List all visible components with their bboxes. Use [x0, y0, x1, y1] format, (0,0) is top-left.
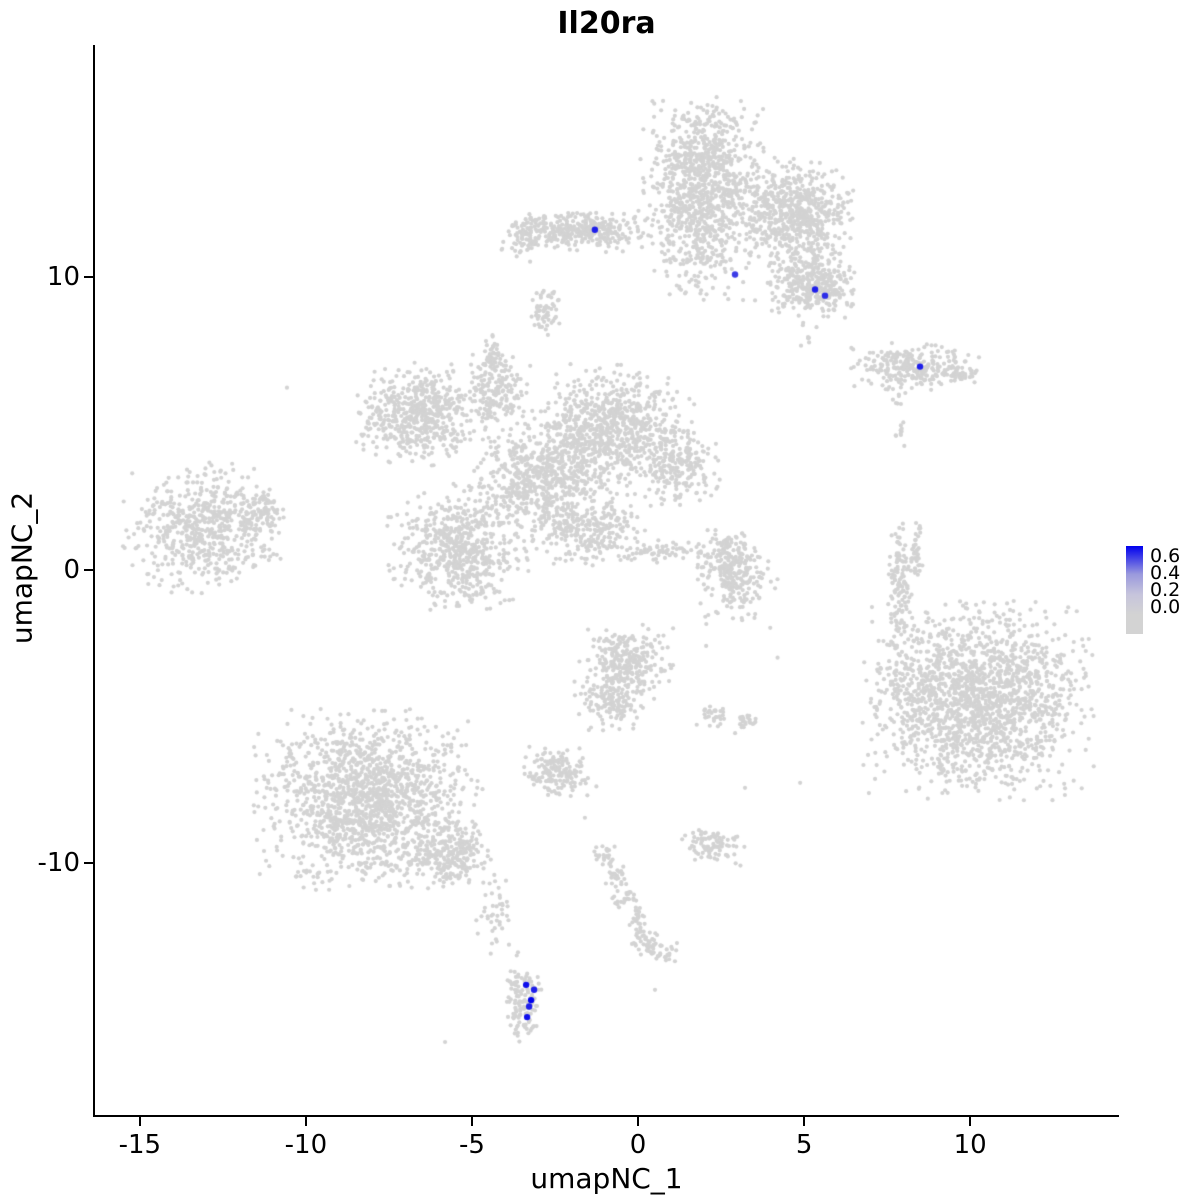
y-tick-label: -10 [37, 847, 80, 878]
x-tick-label: 0 [629, 1130, 647, 1160]
y-axis-title: umapNC_2 [5, 491, 39, 645]
x-tick-mark [969, 1117, 972, 1126]
x-axis-line [95, 1115, 1119, 1117]
x-tick-label: -15 [118, 1130, 162, 1160]
x-tick-label: -5 [459, 1130, 485, 1160]
y-axis-line [93, 45, 95, 1117]
x-axis-title: umapNC_1 [530, 1162, 683, 1195]
colorbar-tick-label: 0.2 [1150, 579, 1181, 601]
y-tick-mark [84, 275, 93, 278]
colorbar-tick-label: 0.0 [1150, 596, 1181, 618]
x-tick-mark [138, 1117, 141, 1126]
colorbar-tick-label: 0.6 [1150, 545, 1181, 567]
colorbar-tick-label: 0.4 [1150, 562, 1181, 584]
y-tick-label: 0 [63, 554, 80, 585]
y-tick-mark [84, 861, 93, 864]
y-axis-title-wrap: umapNC_2 [2, 488, 42, 648]
x-tick-mark [470, 1117, 473, 1126]
x-tick-label: 10 [953, 1130, 987, 1160]
colorbar-gradient [1126, 546, 1143, 634]
plot-title: Il20ra [557, 6, 656, 41]
x-tick-mark [304, 1117, 307, 1126]
x-tick-label: 5 [795, 1130, 813, 1160]
x-tick-mark [803, 1117, 806, 1126]
x-tick-mark [637, 1117, 640, 1126]
y-tick-label: 10 [46, 261, 80, 292]
x-tick-label: -10 [284, 1130, 328, 1160]
y-tick-mark [84, 568, 93, 571]
